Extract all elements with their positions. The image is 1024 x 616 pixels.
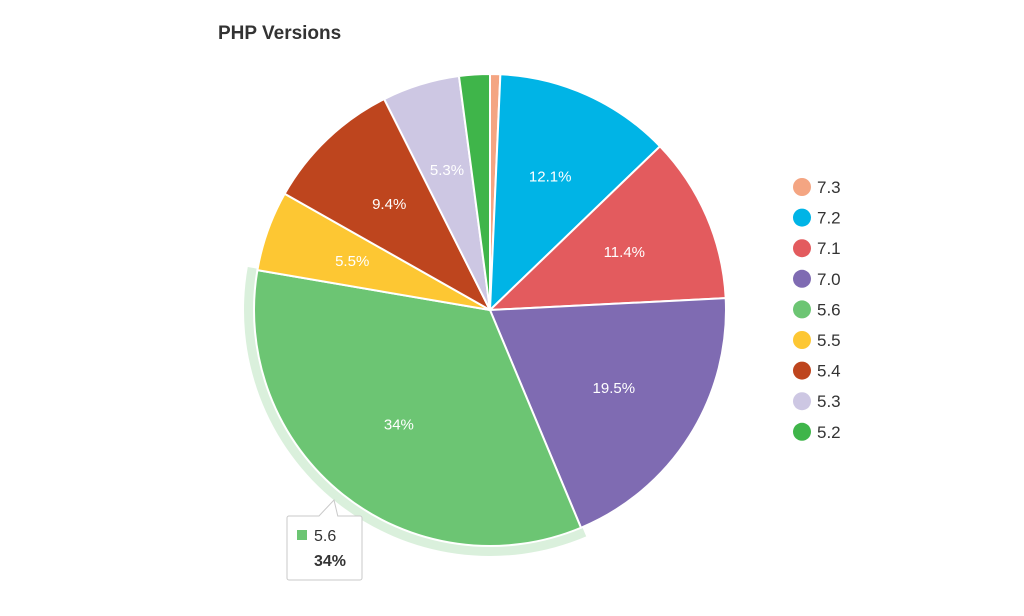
slice-7-0[interactable] xyxy=(489,297,727,529)
slice-5-6[interactable] xyxy=(253,269,582,547)
tooltip-swatch xyxy=(297,530,307,540)
legend-marker-5-5 xyxy=(793,331,811,349)
slice-label-5-6: 34% xyxy=(384,417,414,434)
chart-title: PHP Versions xyxy=(218,23,341,44)
slice-7-1[interactable] xyxy=(489,145,727,311)
legend-label-5-4: 5.4 xyxy=(817,362,841,381)
legend-item-5-5[interactable]: 5.5 xyxy=(793,331,841,350)
legend-item-7-1[interactable]: 7.1 xyxy=(793,239,841,258)
legend-label-7-0: 7.0 xyxy=(817,270,841,289)
tooltip-pointer-mask xyxy=(317,516,339,519)
legend-label-7-1: 7.1 xyxy=(817,239,841,258)
slice-label-7-1: 11.4% xyxy=(604,244,645,261)
tooltip-box xyxy=(286,515,363,581)
legend-marker-7-0 xyxy=(793,269,811,288)
slice-label-5-3: 5.3% xyxy=(430,162,464,179)
slice-7-2[interactable] xyxy=(489,73,661,311)
legend-label-5-6: 5.6 xyxy=(817,300,841,319)
legend-item-5-2[interactable]: 5.2 xyxy=(793,422,841,442)
slice-5-4[interactable] xyxy=(283,98,491,311)
tooltip-pointer xyxy=(316,498,339,518)
legend-marker-5-3 xyxy=(793,392,811,411)
legend-marker-5-6 xyxy=(793,300,811,319)
legend-item-5-3[interactable]: 5.3 xyxy=(793,392,841,411)
slice-label-5-4: 9.4% xyxy=(372,196,406,213)
legend-marker-5-4 xyxy=(793,361,811,380)
slice-labels: 12.1% 11.4% 19.5% 34% 5.5% 9.4% 5.3% xyxy=(335,162,645,433)
legend-item-7-0[interactable]: 7.0 xyxy=(793,269,841,289)
legend-label-7-3: 7.3 xyxy=(817,178,841,197)
legend-item-7-3[interactable]: 7.3 xyxy=(793,178,841,197)
legend: 7.3 7.2 7.1 7.0 5.6 5.5 5.4 5.3 5.2 xyxy=(793,178,841,442)
slice-5-2[interactable] xyxy=(457,73,491,311)
tooltip-value: 34% xyxy=(314,553,346,570)
slice-label-7-2: 12.1% xyxy=(529,169,572,186)
legend-item-5-6[interactable]: 5.6 xyxy=(793,300,841,319)
legend-marker-7-1 xyxy=(793,239,811,258)
legend-label-5-2: 5.2 xyxy=(817,423,841,442)
legend-marker-7-3 xyxy=(793,178,811,196)
tooltip: 5.6 34% xyxy=(286,498,363,581)
legend-label-5-3: 5.3 xyxy=(817,392,841,411)
legend-item-7-2[interactable]: 7.2 xyxy=(793,208,841,228)
slice-label-5-5: 5.5% xyxy=(335,253,369,270)
legend-label-5-5: 5.5 xyxy=(817,331,841,350)
legend-item-5-4[interactable]: 5.4 xyxy=(793,361,841,381)
pie-slices xyxy=(253,73,727,547)
slice-label-7-0: 19.5% xyxy=(593,380,636,397)
tooltip-series-name: 5.6 xyxy=(314,528,336,545)
legend-label-7-2: 7.2 xyxy=(817,209,841,228)
legend-marker-7-2 xyxy=(793,208,811,227)
legend-marker-5-2 xyxy=(793,422,811,441)
